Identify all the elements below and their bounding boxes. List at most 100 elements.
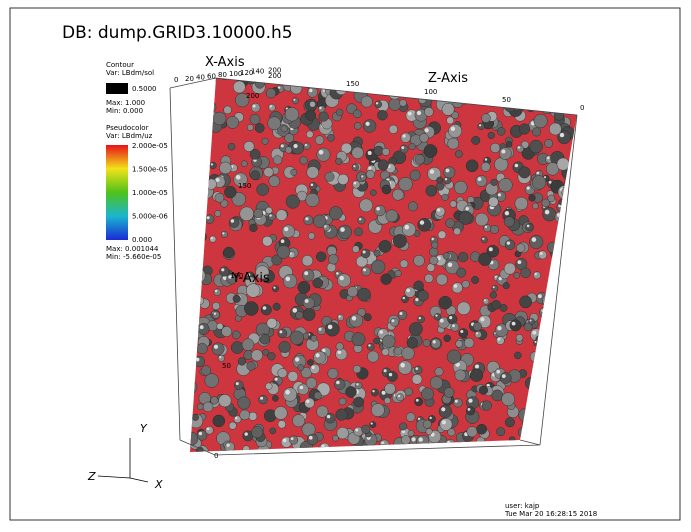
particle — [519, 167, 530, 178]
particle — [199, 173, 210, 184]
highlight — [475, 365, 479, 369]
highlight — [518, 146, 520, 148]
particle — [385, 383, 396, 394]
particle — [231, 342, 243, 354]
particle — [451, 323, 459, 331]
particle — [405, 287, 416, 298]
particle — [262, 138, 268, 144]
particle — [448, 124, 461, 137]
particle — [409, 143, 416, 150]
particle — [503, 282, 510, 289]
highlight — [196, 358, 200, 362]
triad — [98, 438, 148, 482]
triad-axis — [130, 478, 148, 482]
particle — [444, 387, 454, 397]
particle — [302, 269, 314, 281]
highlight — [359, 218, 361, 220]
particle — [566, 250, 573, 257]
particle — [414, 255, 425, 266]
particle — [285, 107, 299, 121]
highlight — [472, 73, 475, 76]
particle — [251, 350, 262, 361]
particle — [352, 181, 360, 189]
legend-min: Min: -5.660e-05 — [106, 253, 161, 261]
particle — [430, 256, 439, 265]
particle — [482, 114, 491, 123]
particle — [448, 314, 458, 324]
particle — [278, 329, 287, 338]
particle — [325, 172, 334, 181]
triad-label: Y — [140, 422, 148, 435]
highlight — [281, 239, 285, 243]
particle — [576, 444, 582, 450]
particle — [569, 259, 578, 268]
particle — [565, 370, 577, 382]
highlight — [368, 167, 371, 170]
particle — [426, 428, 432, 434]
particle — [298, 364, 304, 370]
particle — [315, 136, 324, 145]
particle — [568, 99, 580, 111]
highlight — [216, 178, 220, 182]
particle — [219, 162, 231, 174]
particle — [217, 323, 223, 329]
highlight — [479, 124, 481, 126]
particle — [483, 298, 489, 304]
particle — [392, 189, 403, 200]
highlight — [192, 129, 196, 133]
highlight — [565, 267, 567, 269]
particle — [378, 444, 386, 452]
legend-tick: 2.000e-05 — [132, 142, 168, 150]
particle — [547, 242, 558, 253]
particle — [370, 190, 376, 196]
particle — [562, 186, 573, 197]
highlight — [430, 417, 432, 419]
highlight — [416, 367, 419, 370]
particle — [339, 398, 346, 405]
particle — [477, 424, 487, 434]
particle — [247, 124, 253, 130]
particle — [255, 79, 264, 88]
particle — [568, 104, 575, 111]
highlight — [304, 271, 308, 275]
particle — [204, 97, 211, 104]
particle — [327, 134, 334, 141]
particle — [190, 175, 198, 183]
particle — [314, 392, 322, 400]
highlight — [530, 320, 532, 322]
particle — [353, 365, 361, 373]
legend-tick: 1.000e-05 — [132, 189, 168, 197]
highlight — [576, 148, 579, 151]
highlight — [211, 163, 213, 165]
highlight — [557, 385, 560, 388]
highlight — [305, 144, 307, 146]
particle — [268, 352, 276, 360]
highlight — [400, 363, 405, 368]
highlight — [546, 303, 550, 307]
particle — [514, 352, 521, 359]
particle — [545, 420, 552, 427]
particle — [521, 268, 531, 278]
particle — [224, 106, 232, 114]
particle — [464, 338, 474, 348]
particle — [423, 420, 431, 428]
highlight — [554, 275, 557, 278]
particle — [557, 158, 569, 170]
particle — [229, 218, 239, 228]
highlight — [372, 390, 374, 392]
legend-tick: 0.000 — [132, 236, 152, 244]
particle — [559, 385, 568, 394]
legend-max: Max: 0.001044 — [106, 245, 159, 253]
particle — [504, 263, 515, 274]
particle — [425, 274, 434, 283]
highlight — [466, 207, 469, 210]
particle — [273, 156, 282, 165]
particle — [352, 246, 359, 253]
particle — [558, 430, 570, 442]
highlight — [392, 319, 395, 322]
highlight — [211, 237, 213, 239]
highlight — [482, 238, 484, 240]
particle — [430, 248, 439, 257]
particle — [182, 248, 191, 257]
highlight — [496, 370, 500, 374]
